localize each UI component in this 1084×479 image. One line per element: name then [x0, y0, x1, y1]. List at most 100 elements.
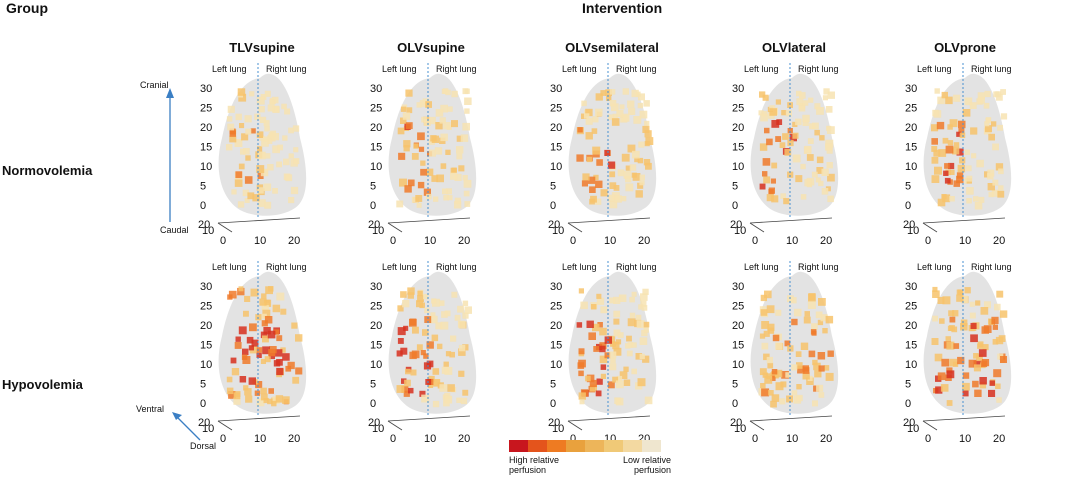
perfusion-voxel	[263, 397, 269, 404]
z-tick: 0	[200, 398, 206, 410]
lung-panel-olvlateral-hypovolemia: Left lung Right lung 30 25 20 15 10 5 0 20 10 0 10 20	[730, 256, 882, 451]
perfusion-voxel	[770, 178, 776, 184]
x-tick: 20	[820, 433, 832, 445]
perfusion-voxel	[769, 105, 776, 112]
perfusion-voxel	[443, 194, 449, 201]
perfusion-voxel	[942, 296, 951, 305]
x-tick: 10	[786, 433, 798, 445]
perfusion-voxel	[960, 319, 968, 326]
perfusion-voxel	[629, 312, 636, 319]
legend-swatch-2	[547, 440, 566, 452]
perfusion-voxel	[596, 159, 603, 166]
perfusion-voxel	[275, 349, 283, 357]
perfusion-voxel	[825, 143, 833, 151]
perfusion-voxel	[280, 347, 286, 353]
perfusion-voxel	[623, 171, 632, 179]
perfusion-voxel	[627, 144, 636, 153]
perfusion-voxel	[609, 297, 616, 304]
perfusion-voxel	[610, 357, 616, 364]
perfusion-voxel	[403, 390, 410, 397]
perfusion-voxel	[762, 158, 771, 166]
perfusion-voxel	[800, 163, 806, 170]
axis-line	[922, 217, 1006, 224]
perfusion-voxel	[643, 159, 651, 166]
perfusion-voxel	[791, 364, 798, 371]
perfusion-voxel	[609, 171, 616, 178]
perfusion-voxel	[631, 342, 637, 348]
perfusion-voxel	[403, 140, 411, 148]
perfusion-voxel	[969, 312, 976, 319]
perfusion-voxel	[960, 323, 968, 331]
z-tick: 5	[905, 181, 911, 193]
perfusion-voxel	[462, 300, 469, 306]
perfusion-voxel	[295, 334, 303, 342]
perfusion-voxel	[451, 167, 457, 173]
perfusion-voxel	[1000, 113, 1008, 120]
perfusion-voxel	[237, 287, 245, 296]
perfusion-voxel	[631, 172, 637, 178]
perfusion-voxel	[998, 168, 1004, 175]
perfusion-voxel	[995, 336, 1004, 345]
perfusion-voxel	[759, 183, 766, 190]
perfusion-voxel	[592, 116, 599, 123]
perfusion-voxel	[593, 174, 599, 181]
z-tick: 25	[370, 103, 382, 115]
perfusion-voxel	[931, 124, 939, 132]
x-tick: 0	[390, 433, 396, 445]
perfusion-voxel	[999, 310, 1008, 318]
perfusion-voxel	[397, 338, 404, 344]
perfusion-voxel	[931, 338, 939, 345]
perfusion-voxel	[285, 365, 292, 372]
perfusion-voxel	[931, 156, 939, 164]
perfusion-voxel	[257, 187, 264, 194]
perfusion-voxel	[226, 387, 234, 395]
perfusion-voxel	[816, 156, 824, 164]
perfusion-voxel	[403, 145, 410, 152]
perfusion-voxel	[621, 196, 627, 202]
perfusion-voxel	[613, 329, 621, 337]
perfusion-voxel	[775, 309, 782, 316]
perfusion-voxel	[764, 127, 770, 134]
perfusion-voxel	[625, 176, 632, 183]
perfusion-voxel	[248, 377, 256, 385]
perfusion-voxel	[818, 180, 824, 187]
y-tick: 20	[548, 219, 560, 231]
perfusion-voxel	[640, 300, 647, 307]
perfusion-voxel	[784, 340, 791, 347]
perfusion-voxel	[437, 343, 443, 350]
perfusion-voxel	[970, 127, 978, 135]
x-tick: 10	[604, 235, 616, 247]
perfusion-voxel	[282, 353, 290, 361]
perfusion-voxel	[949, 196, 955, 202]
perfusion-voxel	[591, 304, 597, 310]
perfusion-voxel	[644, 141, 650, 147]
perfusion-voxel	[416, 102, 422, 108]
perfusion-voxel	[766, 356, 773, 364]
perfusion-voxel	[984, 125, 992, 133]
z-tick: 30	[550, 83, 562, 95]
left-lung-label: Left lung	[917, 262, 952, 272]
perfusion-voxel	[992, 143, 999, 151]
perfusion-voxel	[591, 128, 598, 134]
perfusion-voxel	[435, 109, 444, 117]
perfusion-voxel	[977, 343, 983, 349]
z-tick: 25	[200, 103, 212, 115]
perfusion-voxel	[619, 104, 625, 110]
caudal-label: Caudal	[160, 225, 189, 235]
axis-line	[567, 415, 651, 422]
perfusion-voxel	[988, 133, 995, 141]
axis-line	[922, 415, 1006, 422]
perfusion-voxel	[445, 149, 451, 155]
perfusion-voxel	[769, 108, 777, 116]
perfusion-voxel	[609, 89, 616, 95]
perfusion-voxel	[245, 395, 253, 403]
perfusion-voxel	[267, 330, 276, 339]
y-tick: 10	[552, 423, 564, 435]
perfusion-voxel	[275, 395, 284, 403]
ventral-label: Ventral	[136, 404, 165, 414]
perfusion-voxel	[962, 109, 971, 117]
perfusion-voxel	[814, 129, 820, 136]
perfusion-voxel	[592, 146, 601, 155]
perfusion-voxel	[763, 353, 770, 361]
perfusion-voxel	[937, 198, 946, 207]
